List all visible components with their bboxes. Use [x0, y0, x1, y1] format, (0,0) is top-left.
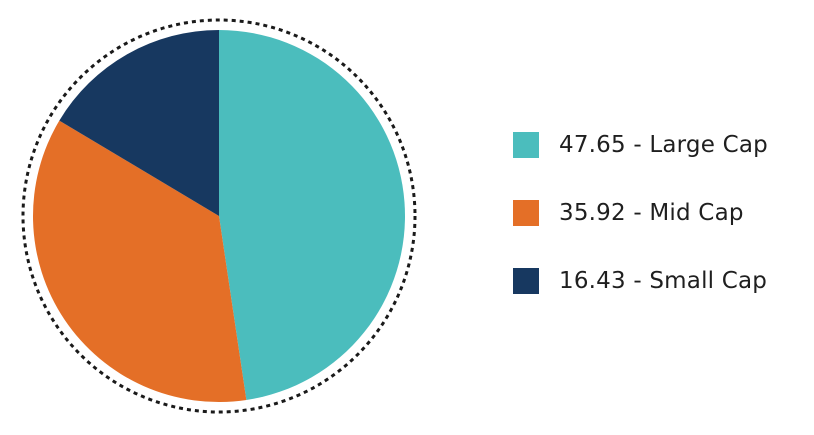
- legend-item-small-cap: 16.43 - Small Cap: [513, 264, 768, 298]
- legend-swatch-small-cap: [513, 268, 539, 294]
- legend-label-large-cap: 47.65 - Large Cap: [559, 132, 768, 158]
- legend-swatch-mid-cap: [513, 200, 539, 226]
- pie-slice-large-cap: [219, 30, 406, 400]
- legend-item-large-cap: 47.65 - Large Cap: [513, 128, 768, 162]
- legend-item-mid-cap: 35.92 - Mid Cap: [513, 196, 768, 230]
- chart-legend: 47.65 - Large Cap 35.92 - Mid Cap 16.43 …: [513, 128, 768, 332]
- legend-label-small-cap: 16.43 - Small Cap: [559, 268, 768, 294]
- dotted-outer-ring: [21, 18, 417, 414]
- pie-slice-small-cap: [59, 30, 219, 216]
- legend-swatch-large-cap: [513, 132, 539, 158]
- pie-slice-mid-cap: [32, 120, 247, 403]
- pie-slices: [32, 30, 406, 403]
- legend-label-mid-cap: 35.92 - Mid Cap: [559, 200, 744, 226]
